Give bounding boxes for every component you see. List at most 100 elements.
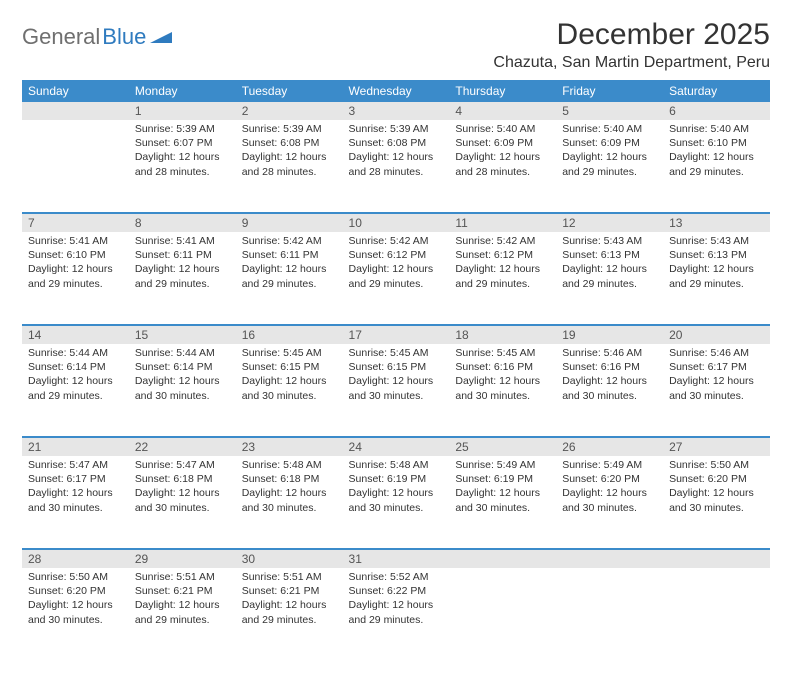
day-cell-body: Sunrise: 5:42 AMSunset: 6:12 PMDaylight:… <box>343 232 450 297</box>
daylight-text: Daylight: 12 hours and 29 minutes. <box>349 262 444 290</box>
day-cell: Sunrise: 5:39 AMSunset: 6:08 PMDaylight:… <box>343 120 450 212</box>
day-cell-body: Sunrise: 5:45 AMSunset: 6:15 PMDaylight:… <box>343 344 450 409</box>
sunset-text: Sunset: 6:18 PM <box>242 472 337 486</box>
sunset-text: Sunset: 6:11 PM <box>242 248 337 262</box>
day-number-row: 123456 <box>22 102 770 120</box>
day-number-cell: 21 <box>22 438 129 456</box>
day-number-cell: 2 <box>236 102 343 120</box>
sunset-text: Sunset: 6:15 PM <box>349 360 444 374</box>
day-number-row: 14151617181920 <box>22 326 770 344</box>
sunrise-text: Sunrise: 5:41 AM <box>135 234 230 248</box>
day-cell: Sunrise: 5:43 AMSunset: 6:13 PMDaylight:… <box>663 232 770 324</box>
day-number-cell: 22 <box>129 438 236 456</box>
sunrise-text: Sunrise: 5:40 AM <box>562 122 657 136</box>
sunrise-text: Sunrise: 5:48 AM <box>349 458 444 472</box>
daylight-text: Daylight: 12 hours and 29 minutes. <box>455 262 550 290</box>
day-number-cell: 25 <box>449 438 556 456</box>
day-number-cell: 18 <box>449 326 556 344</box>
day-cell: Sunrise: 5:44 AMSunset: 6:14 PMDaylight:… <box>129 344 236 436</box>
sunset-text: Sunset: 6:21 PM <box>242 584 337 598</box>
brand-flag-icon <box>150 29 172 45</box>
daylight-text: Daylight: 12 hours and 29 minutes. <box>669 262 764 290</box>
day-cell-body: Sunrise: 5:45 AMSunset: 6:16 PMDaylight:… <box>449 344 556 409</box>
sunrise-text: Sunrise: 5:44 AM <box>28 346 123 360</box>
day-cell: Sunrise: 5:41 AMSunset: 6:11 PMDaylight:… <box>129 232 236 324</box>
sunrise-text: Sunrise: 5:42 AM <box>242 234 337 248</box>
day-cell-body: Sunrise: 5:44 AMSunset: 6:14 PMDaylight:… <box>22 344 129 409</box>
week-row: Sunrise: 5:41 AMSunset: 6:10 PMDaylight:… <box>22 232 770 324</box>
day-cell-body: Sunrise: 5:43 AMSunset: 6:13 PMDaylight:… <box>556 232 663 297</box>
day-cell-body: Sunrise: 5:40 AMSunset: 6:10 PMDaylight:… <box>663 120 770 185</box>
weekday-header: Monday <box>129 80 236 102</box>
day-cell-body: Sunrise: 5:43 AMSunset: 6:13 PMDaylight:… <box>663 232 770 297</box>
day-cell-body: Sunrise: 5:50 AMSunset: 6:20 PMDaylight:… <box>663 456 770 521</box>
day-cell: Sunrise: 5:47 AMSunset: 6:18 PMDaylight:… <box>129 456 236 548</box>
day-cell-body: Sunrise: 5:50 AMSunset: 6:20 PMDaylight:… <box>22 568 129 633</box>
day-cell-body: Sunrise: 5:45 AMSunset: 6:15 PMDaylight:… <box>236 344 343 409</box>
sunset-text: Sunset: 6:07 PM <box>135 136 230 150</box>
brand-logo: GeneralBlue <box>22 18 172 50</box>
day-cell-body <box>556 568 663 576</box>
sunset-text: Sunset: 6:08 PM <box>349 136 444 150</box>
sunset-text: Sunset: 6:13 PM <box>562 248 657 262</box>
daylight-text: Daylight: 12 hours and 29 minutes. <box>242 598 337 626</box>
day-number-cell: 13 <box>663 214 770 232</box>
daylight-text: Daylight: 12 hours and 29 minutes. <box>28 374 123 402</box>
daylight-text: Daylight: 12 hours and 30 minutes. <box>455 374 550 402</box>
sunrise-text: Sunrise: 5:46 AM <box>669 346 764 360</box>
day-cell-body: Sunrise: 5:47 AMSunset: 6:17 PMDaylight:… <box>22 456 129 521</box>
day-number-row: 78910111213 <box>22 214 770 232</box>
sunset-text: Sunset: 6:14 PM <box>135 360 230 374</box>
day-number-cell: 14 <box>22 326 129 344</box>
day-cell: Sunrise: 5:40 AMSunset: 6:10 PMDaylight:… <box>663 120 770 212</box>
sunset-text: Sunset: 6:11 PM <box>135 248 230 262</box>
daylight-text: Daylight: 12 hours and 29 minutes. <box>349 598 444 626</box>
day-cell: Sunrise: 5:45 AMSunset: 6:15 PMDaylight:… <box>343 344 450 436</box>
sunrise-text: Sunrise: 5:51 AM <box>242 570 337 584</box>
day-cell-body: Sunrise: 5:41 AMSunset: 6:11 PMDaylight:… <box>129 232 236 297</box>
day-number-row: 28293031 <box>22 550 770 568</box>
day-number-cell <box>449 550 556 568</box>
day-number-cell: 24 <box>343 438 450 456</box>
day-number-cell <box>22 102 129 120</box>
day-cell: Sunrise: 5:50 AMSunset: 6:20 PMDaylight:… <box>22 568 129 660</box>
day-cell: Sunrise: 5:39 AMSunset: 6:08 PMDaylight:… <box>236 120 343 212</box>
day-number-cell: 20 <box>663 326 770 344</box>
sunrise-text: Sunrise: 5:39 AM <box>135 122 230 136</box>
weekday-header: Tuesday <box>236 80 343 102</box>
sunset-text: Sunset: 6:21 PM <box>135 584 230 598</box>
day-cell: Sunrise: 5:40 AMSunset: 6:09 PMDaylight:… <box>556 120 663 212</box>
weekday-header: Sunday <box>22 80 129 102</box>
day-cell-body: Sunrise: 5:40 AMSunset: 6:09 PMDaylight:… <box>449 120 556 185</box>
sunrise-text: Sunrise: 5:48 AM <box>242 458 337 472</box>
day-cell: Sunrise: 5:49 AMSunset: 6:19 PMDaylight:… <box>449 456 556 548</box>
day-number-row: 21222324252627 <box>22 438 770 456</box>
day-number-cell: 26 <box>556 438 663 456</box>
sunrise-text: Sunrise: 5:50 AM <box>669 458 764 472</box>
day-cell <box>663 568 770 660</box>
sunset-text: Sunset: 6:17 PM <box>669 360 764 374</box>
day-cell: Sunrise: 5:40 AMSunset: 6:09 PMDaylight:… <box>449 120 556 212</box>
day-number-cell: 28 <box>22 550 129 568</box>
sunset-text: Sunset: 6:18 PM <box>135 472 230 486</box>
daylight-text: Daylight: 12 hours and 30 minutes. <box>242 374 337 402</box>
day-cell <box>449 568 556 660</box>
weekday-header: Saturday <box>663 80 770 102</box>
sunrise-text: Sunrise: 5:40 AM <box>455 122 550 136</box>
day-cell-body: Sunrise: 5:51 AMSunset: 6:21 PMDaylight:… <box>236 568 343 633</box>
sunset-text: Sunset: 6:20 PM <box>562 472 657 486</box>
sunrise-text: Sunrise: 5:50 AM <box>28 570 123 584</box>
sunset-text: Sunset: 6:19 PM <box>349 472 444 486</box>
day-number-cell <box>663 550 770 568</box>
day-number-cell: 15 <box>129 326 236 344</box>
day-cell-body: Sunrise: 5:49 AMSunset: 6:19 PMDaylight:… <box>449 456 556 521</box>
sunset-text: Sunset: 6:09 PM <box>562 136 657 150</box>
day-number-cell: 6 <box>663 102 770 120</box>
daylight-text: Daylight: 12 hours and 28 minutes. <box>242 150 337 178</box>
day-number-cell: 29 <box>129 550 236 568</box>
day-cell-body: Sunrise: 5:51 AMSunset: 6:21 PMDaylight:… <box>129 568 236 633</box>
day-number-cell: 17 <box>343 326 450 344</box>
week-row: Sunrise: 5:39 AMSunset: 6:07 PM Daylight:… <box>22 120 770 212</box>
day-cell <box>22 120 129 212</box>
day-cell: Sunrise: 5:42 AMSunset: 6:11 PMDaylight:… <box>236 232 343 324</box>
